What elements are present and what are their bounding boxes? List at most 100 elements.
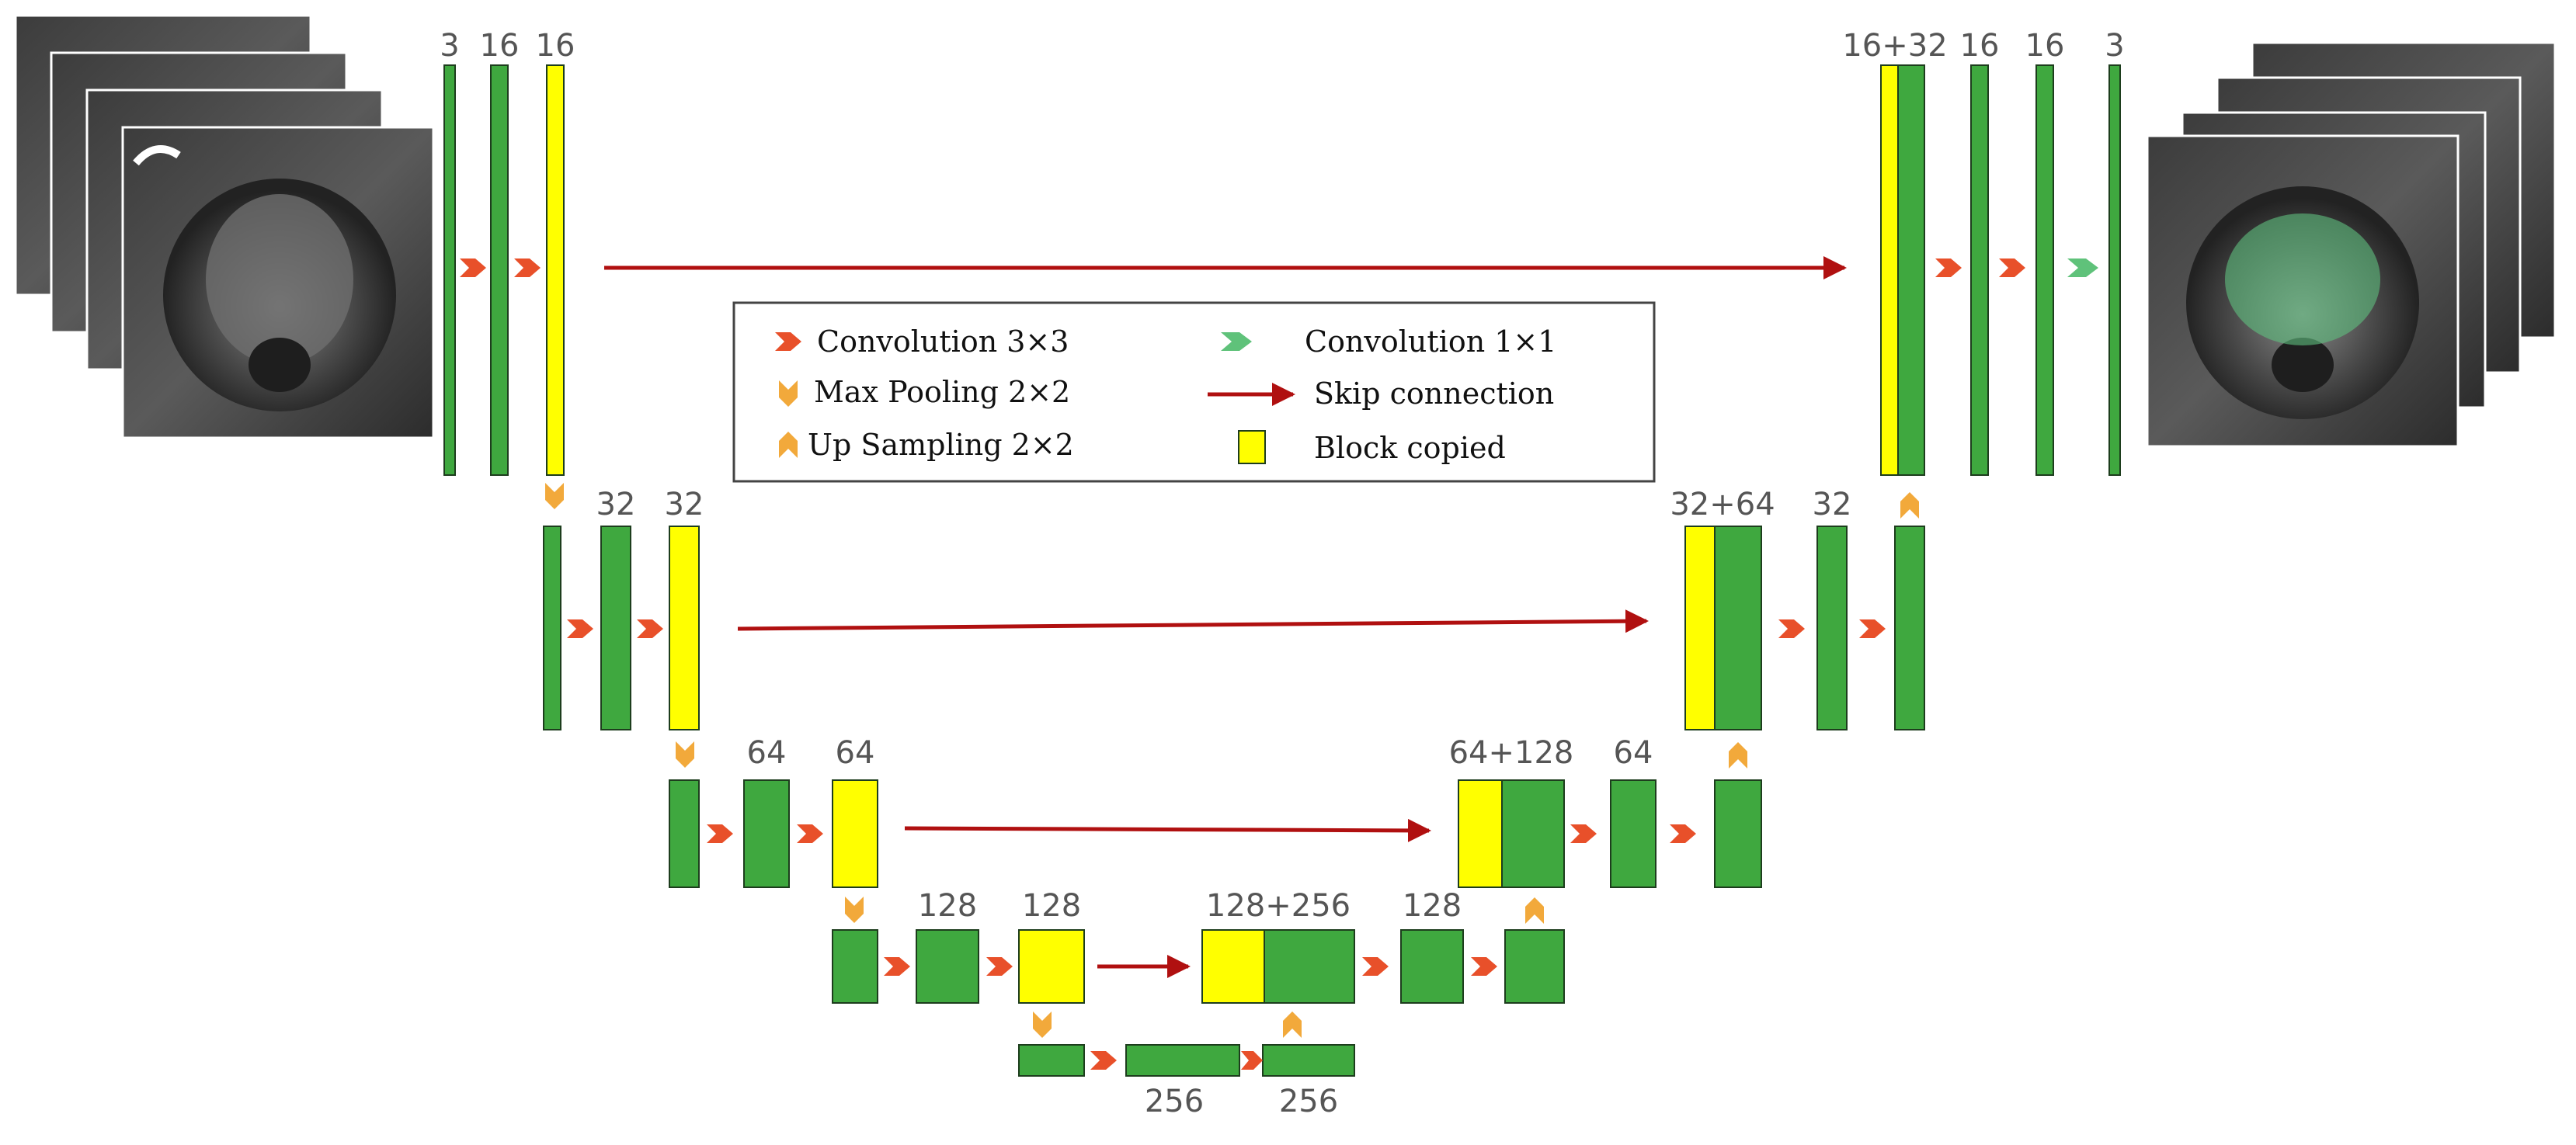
enc2-conv1-block [600, 526, 631, 730]
dec2-upsampled-block [1714, 526, 1762, 730]
dec1-conv1-label: 16 [1960, 28, 2000, 64]
dec4-concat-label: 128+256 [1206, 888, 1351, 924]
maxpool-arrow [845, 897, 864, 923]
skip-arrow-level-3 [904, 818, 1431, 842]
upsample-arrow [1900, 492, 1919, 519]
dec4-upsampled-block [1264, 929, 1355, 1004]
conv3x3-arrow [514, 258, 541, 277]
dec3-upsampled-block [1501, 779, 1565, 888]
legend-conv3x3: Convolution 3×3 [817, 324, 1069, 359]
enc4-conv2-label: 128 [1022, 888, 1081, 924]
upsample-legend-icon [779, 432, 798, 458]
skip-arrow-level-2 [737, 609, 1649, 633]
dec1-conv1-block [1970, 64, 1989, 476]
output-label: 3 [2105, 28, 2124, 64]
dec2-conv2-block [1894, 526, 1925, 730]
dec1-concat-label: 16+32 [1842, 28, 1947, 64]
enc1-conv1-block [490, 64, 509, 476]
dec1-upsampled-block [1897, 64, 1925, 476]
dec3-copied-block [1458, 779, 1503, 888]
maxpool-arrow [545, 483, 564, 509]
conv3x3-legend-icon [775, 332, 801, 351]
enc4-conv1-label: 128 [918, 888, 977, 924]
enc2-input-block [543, 526, 561, 730]
enc4-conv1-block [916, 929, 979, 1004]
dec1-conv2-label: 16 [2025, 28, 2065, 64]
upsample-arrow [1729, 742, 1747, 769]
dec2-copied-block [1684, 526, 1716, 730]
dec3-conv2-block [1714, 779, 1762, 888]
bottleneck-conv1-block [1125, 1044, 1240, 1077]
conv3x3-arrow [1241, 1051, 1263, 1070]
conv3x3-arrow [1999, 258, 2025, 277]
maxpool-arrow [676, 741, 694, 768]
input-image-stack [14, 14, 435, 439]
dec3-conv1-block [1610, 779, 1656, 888]
bottleneck-conv2-label: 256 [1279, 1084, 1338, 1119]
conv3x3-arrow [707, 824, 733, 843]
conv3x3-arrow [637, 619, 663, 638]
copied-legend-icon [1238, 430, 1266, 464]
input-slice [121, 126, 435, 439]
conv3x3-arrow [1570, 824, 1597, 843]
legend-box [732, 301, 1656, 483]
enc4-input-block [832, 929, 878, 1004]
conv3x3-arrow [1935, 258, 1962, 277]
output-image-stack [2146, 41, 2557, 448]
dec1-copied-block [1880, 64, 1899, 476]
enc3-input-block [669, 779, 700, 888]
conv3x3-arrow [1670, 824, 1696, 843]
dec2-conv1-block [1816, 526, 1848, 730]
upsample-arrow [1283, 1011, 1302, 1038]
enc2-conv1-label: 32 [596, 487, 636, 522]
enc1-conv2-label: 16 [536, 28, 575, 64]
segmentation-mask [2225, 213, 2380, 345]
dec4-conv2-block [1504, 929, 1565, 1004]
conv3x3-arrow [884, 957, 910, 976]
legend-maxpool: Max Pooling 2×2 [814, 375, 1070, 409]
dec3-conv-label: 64 [1614, 735, 1653, 771]
upsample-arrow [1525, 897, 1544, 924]
dec2-conv-label: 32 [1813, 487, 1852, 522]
dec4-conv1-block [1400, 929, 1464, 1004]
conv1x1-arrow [2067, 258, 2098, 277]
conv3x3-arrow [460, 258, 486, 277]
enc1-conv2-block [546, 64, 565, 476]
enc1-input-block [443, 64, 456, 476]
bottleneck-input-block [1018, 1044, 1085, 1077]
conv1x1-legend-icon [1221, 332, 1252, 351]
enc1-conv1-label: 16 [480, 28, 520, 64]
legend-skip: Skip connection [1314, 376, 1554, 411]
enc2-conv2-label: 32 [665, 487, 704, 522]
skip-connections [604, 256, 1847, 978]
maxpool-legend-icon [779, 380, 798, 407]
dec2-concat-label: 32+64 [1670, 487, 1775, 522]
bottleneck-conv2-block [1262, 1044, 1355, 1077]
conv3x3-arrow [567, 619, 593, 638]
enc1-input-label: 3 [440, 28, 459, 64]
conv3x3-arrow [1778, 619, 1805, 638]
legend-upsample: Up Sampling 2×2 [808, 428, 1074, 462]
enc3-conv1-label: 64 [747, 735, 787, 771]
conv3x3-arrow [1471, 957, 1497, 976]
conv3x3-arrow [1090, 1051, 1117, 1070]
conv3x3-arrow [986, 957, 1013, 976]
legend-conv1x1: Convolution 1×1 [1305, 324, 1556, 359]
enc2-conv2-block [669, 526, 700, 730]
conv3x3-arrow [797, 824, 823, 843]
enc3-conv2-label: 64 [836, 735, 875, 771]
enc3-conv1-block [743, 779, 790, 888]
maxpool-arrow [1033, 1011, 1052, 1038]
conv3x3-arrow [1859, 619, 1886, 638]
dec3-concat-label: 64+128 [1449, 735, 1574, 771]
bottleneck-conv1-label: 256 [1145, 1084, 1204, 1119]
conv3x3-arrow [1362, 957, 1389, 976]
dec4-conv-label: 128 [1403, 888, 1462, 924]
output-block [2108, 64, 2121, 476]
dec1-conv2-block [2035, 64, 2054, 476]
dec4-copied-block [1201, 929, 1265, 1004]
legend: Convolution 3×3 Max Pooling 2×2 Up Sampl… [732, 301, 1656, 483]
enc4-conv2-block [1018, 929, 1085, 1004]
legend-copied: Block copied [1314, 431, 1506, 465]
